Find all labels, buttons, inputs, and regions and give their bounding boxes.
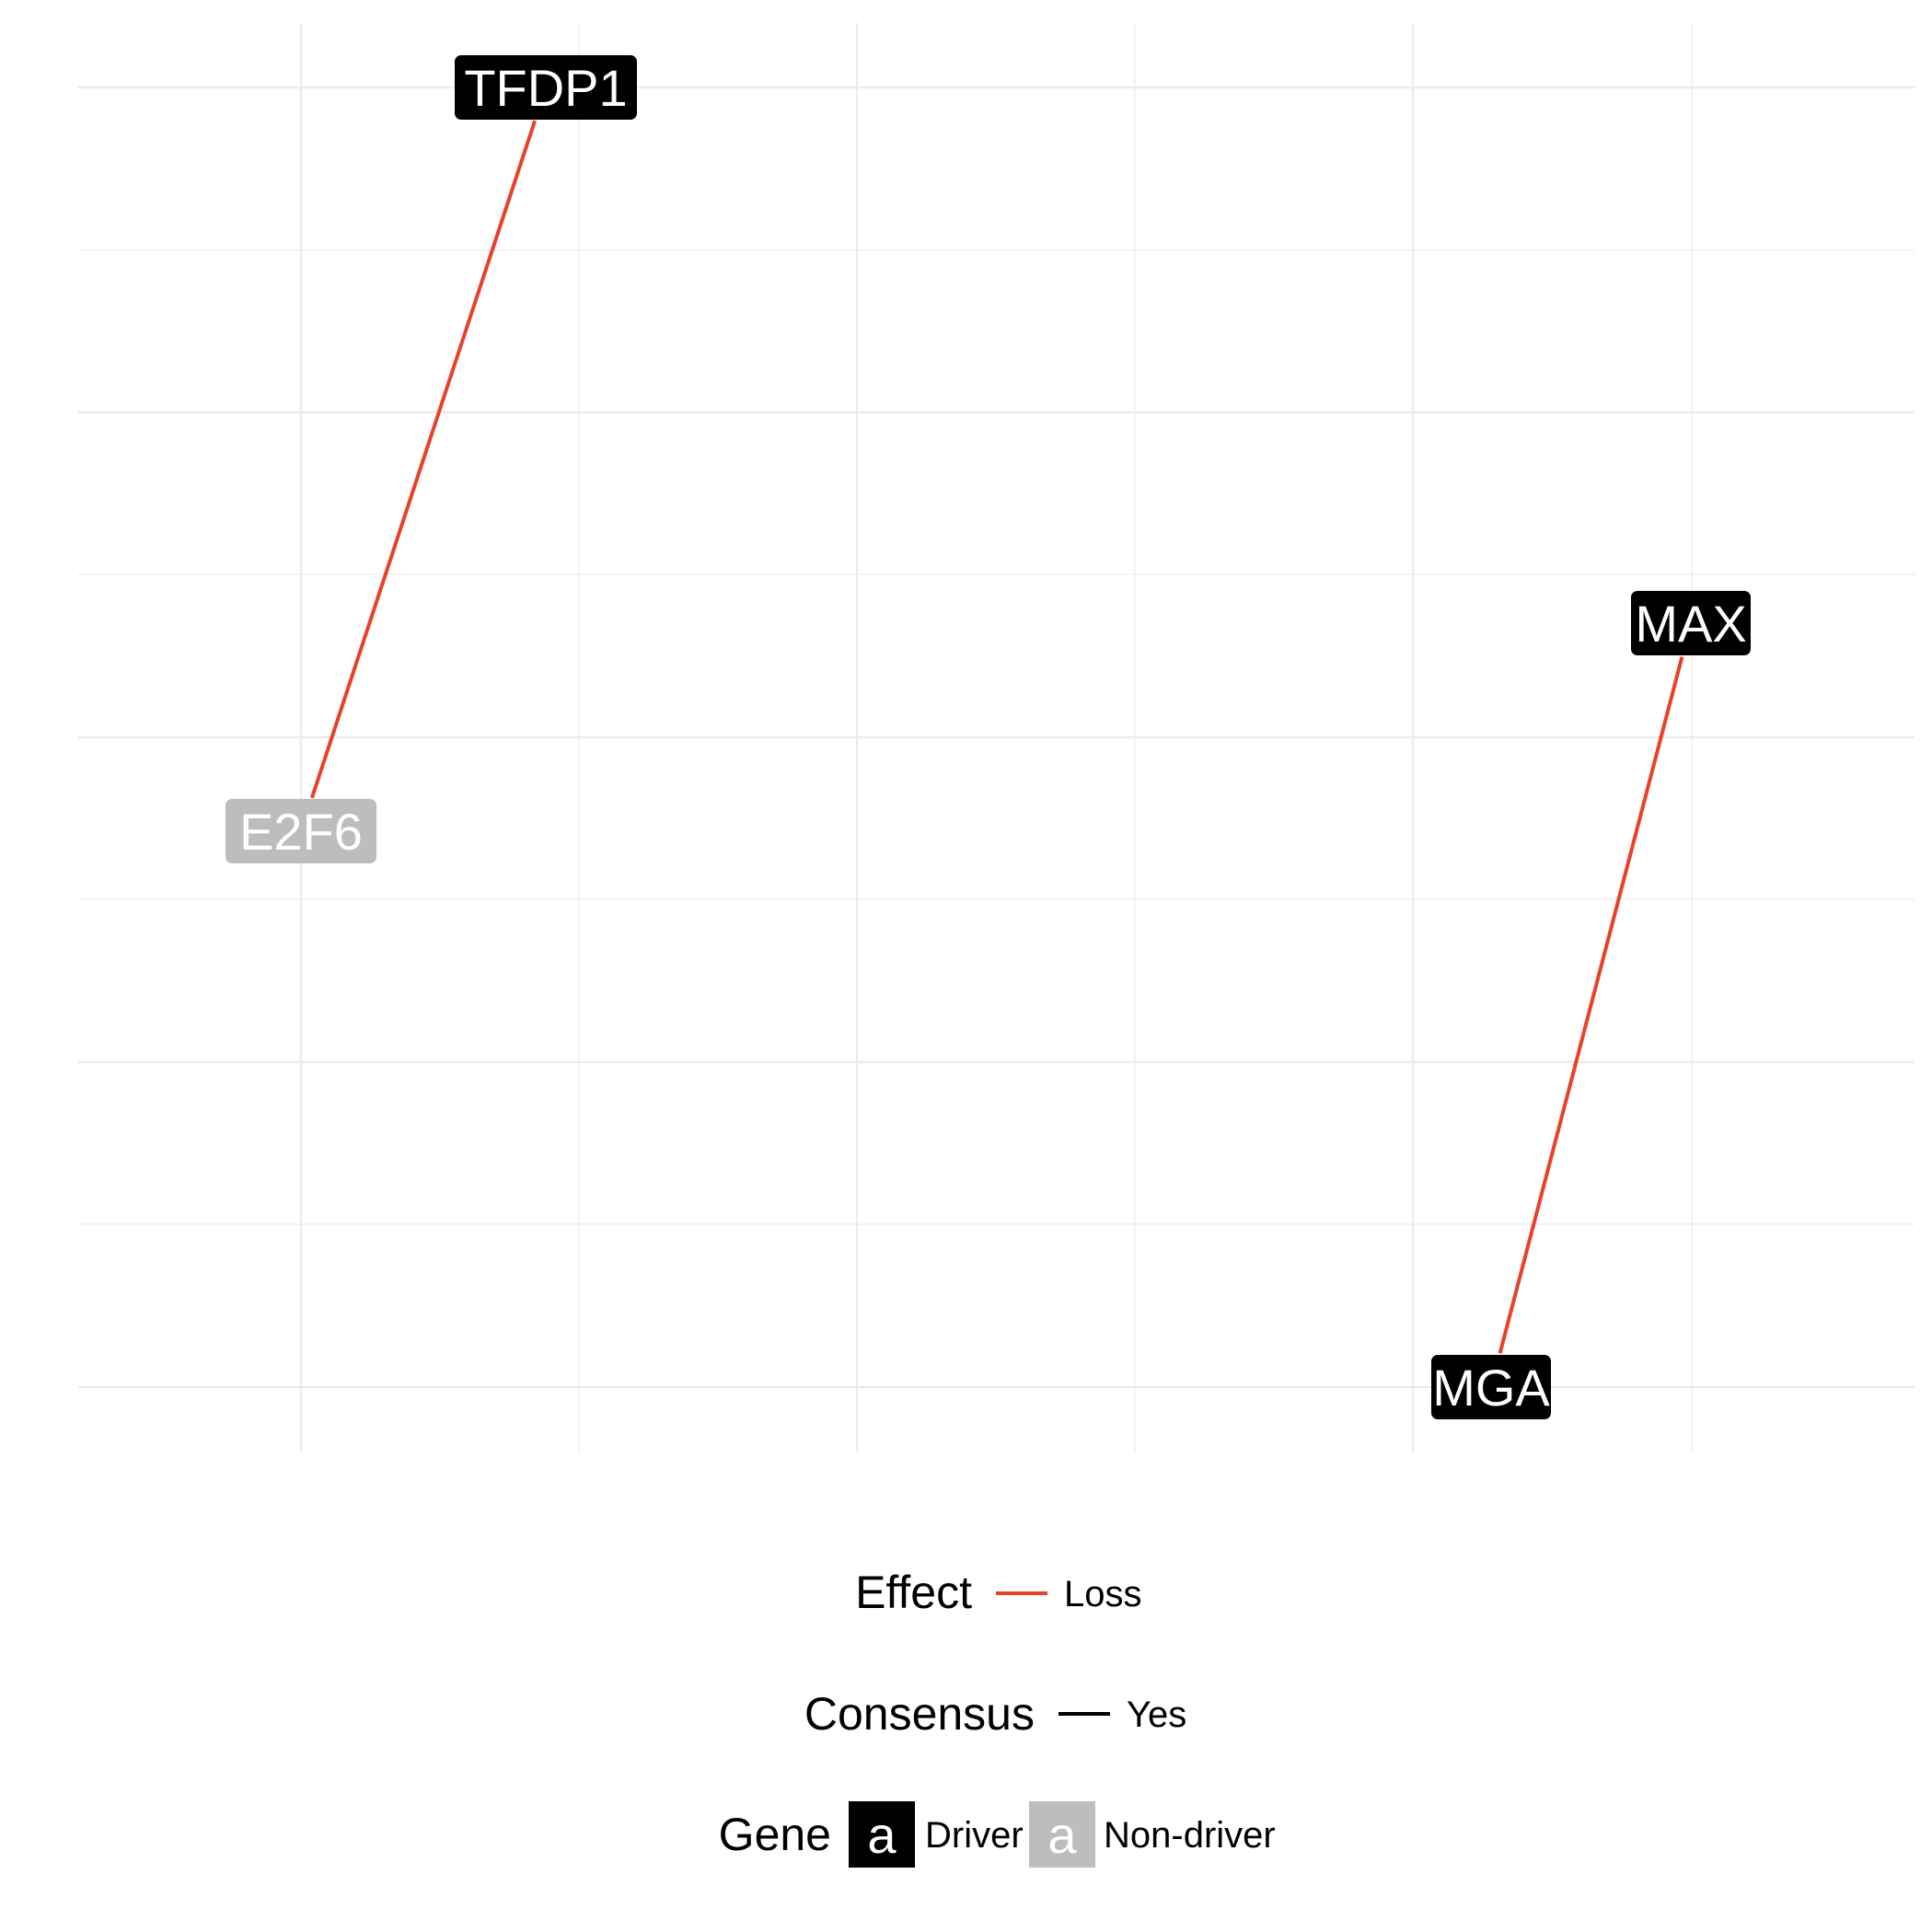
node-e2f6: E2F6 [226,799,376,863]
nodes: TFDP1 E2F6 MAX MGA [226,55,1751,1419]
legend-gene-driver-label: Driver [925,1815,1024,1856]
legend-gene-title: Gene [719,1809,831,1860]
node-mga: MGA [1431,1355,1551,1419]
legend-gene-non-driver-key-glyph: a [1047,1806,1077,1864]
node-label: MAX [1635,595,1746,653]
node-tfdp1: TFDP1 [455,55,637,120]
legend-gene-driver-key-glyph: a [867,1806,897,1864]
edges [309,120,1684,1354]
legend-gene: Gene a Driver a Non-driver [719,1801,1276,1868]
legend: Effect Loss Consensus Yes Gene a Driver … [719,1567,1276,1868]
legend-consensus: Consensus Yes [804,1688,1186,1740]
node-label: E2F6 [239,803,363,861]
legend-gene-non-driver-key [1029,1801,1095,1868]
legend-consensus-label: Yes [1127,1695,1186,1735]
grid-lines [78,23,1915,1452]
node-label: MGA [1432,1359,1550,1417]
node-max: MAX [1631,591,1751,655]
node-box [455,55,637,120]
node-box [1431,1355,1551,1419]
legend-consensus-title: Consensus [804,1688,1035,1740]
edge-mga-max [1498,656,1684,1354]
legend-gene-non-driver-label: Non-driver [1104,1815,1276,1856]
legend-gene-driver-key [849,1801,915,1868]
node-box [226,799,376,863]
node-box [1631,591,1751,655]
legend-effect-title: Effect [855,1567,972,1618]
legend-effect: Effect Loss [855,1567,1141,1618]
edge-e2f6-tfdp1 [309,120,538,799]
node-label: TFDP1 [464,59,627,117]
legend-effect-label: Loss [1064,1574,1142,1614]
